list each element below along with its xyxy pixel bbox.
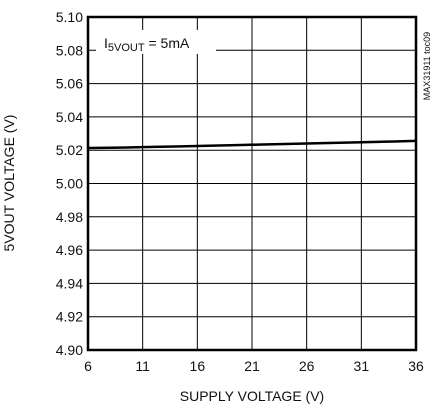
y-tick-label: 5.06 bbox=[56, 76, 83, 92]
y-tick-label: 5.02 bbox=[56, 142, 83, 158]
x-tick-label: 11 bbox=[135, 358, 150, 374]
x-tick-label: 36 bbox=[408, 358, 424, 374]
x-axis-title: SUPPLY VOLTAGE (V) bbox=[180, 388, 324, 404]
figure-id-label: MAX31911 toc09 bbox=[422, 32, 432, 100]
x-tick-label: 31 bbox=[354, 358, 370, 374]
series-line bbox=[87, 139, 417, 150]
y-tick-label: 5.08 bbox=[56, 42, 83, 58]
data-series bbox=[87, 139, 417, 150]
y-tick-label: 4.90 bbox=[56, 342, 83, 358]
x-tick-labels: 6 11 16 21 26 31 36 bbox=[84, 358, 424, 374]
y-tick-labels: 4.90 4.92 4.94 4.96 4.98 5.00 5.02 5.04 5.06 5.08… bbox=[56, 9, 83, 358]
y-tick-label: 4.94 bbox=[56, 275, 83, 291]
x-tick-label: 26 bbox=[299, 358, 315, 374]
y-tick-label: 4.98 bbox=[56, 209, 83, 225]
y-tick-label: 5.00 bbox=[56, 176, 83, 192]
current-annotation: I5VOUT = 5mA bbox=[104, 35, 190, 54]
grid-lines bbox=[88, 17, 416, 350]
y-tick-label: 4.92 bbox=[56, 309, 83, 325]
y-axis-title: 5VOUT VOLTAGE (V) bbox=[1, 115, 17, 252]
x-tick-label: 6 bbox=[84, 358, 92, 374]
annotation-background bbox=[96, 30, 216, 54]
y-tick-label: 5.10 bbox=[56, 9, 83, 25]
plot-frame bbox=[86, 15, 418, 352]
x-tick-label: 21 bbox=[244, 358, 260, 374]
x-tick-label: 16 bbox=[190, 358, 206, 374]
y-tick-label: 5.04 bbox=[56, 109, 83, 125]
y-tick-label: 4.96 bbox=[56, 242, 83, 258]
